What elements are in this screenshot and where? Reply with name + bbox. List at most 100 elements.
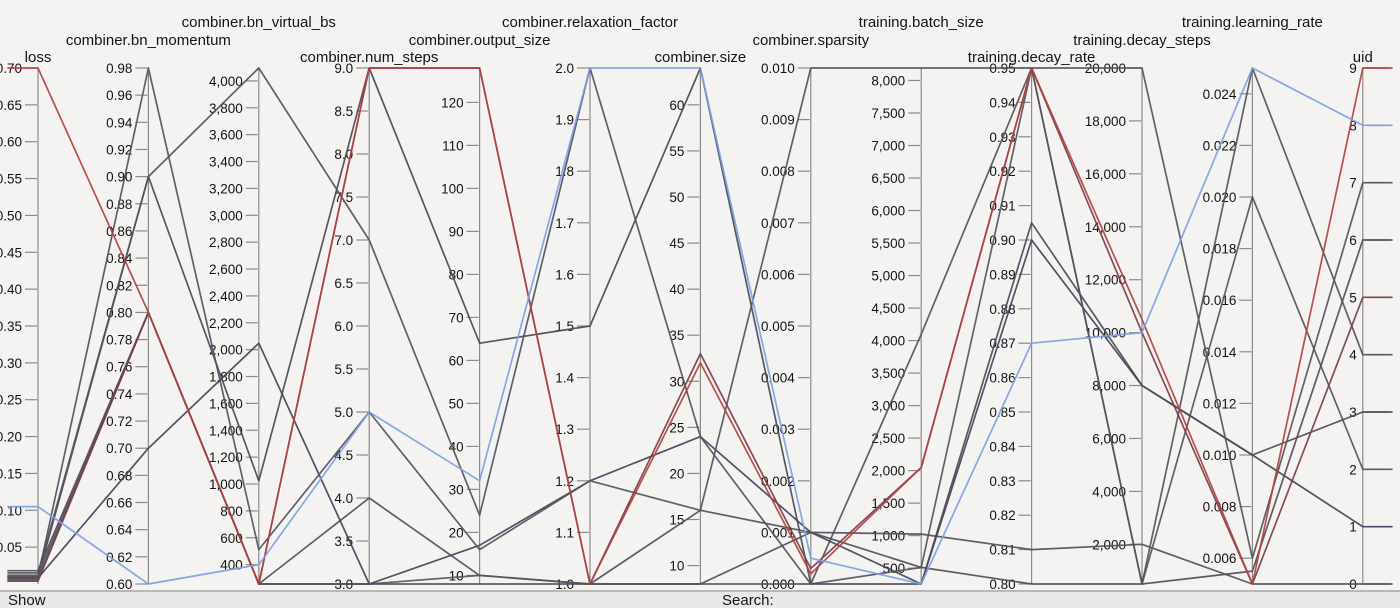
tick-label: 10	[669, 559, 684, 574]
tick-label: 7,500	[871, 106, 905, 121]
tick-label: 60	[449, 353, 464, 368]
search-label[interactable]: Search:	[722, 592, 774, 608]
tick-label: 7,000	[871, 139, 905, 154]
tick-label: 0.020	[1203, 190, 1237, 205]
tick-label: 0.15	[0, 466, 22, 481]
tick-label: 1.4	[555, 371, 574, 386]
tick-label: 0.66	[106, 496, 132, 511]
tick-label: 3	[1349, 405, 1357, 420]
tick-label: 3,600	[209, 128, 243, 143]
tick-label: 0.82	[989, 508, 1015, 523]
tick-label: 0.012	[1203, 396, 1237, 411]
tick-label: 4,000	[209, 74, 243, 89]
tick-label: 30	[449, 482, 464, 497]
axis-title-loss[interactable]: loss	[25, 49, 52, 66]
tick-label: 0.20	[0, 430, 22, 445]
tick-label: 0.40	[0, 282, 22, 297]
tick-label: 1,000	[209, 477, 243, 492]
run-line-uid-8[interactable]	[7, 67, 1393, 585]
axis-decay_rate[interactable]: 0.800.810.820.830.840.850.860.870.880.89…	[968, 49, 1096, 592]
axis-title-batch_size[interactable]: training.batch_size	[859, 14, 984, 31]
tick-label: 0.90	[106, 170, 132, 185]
tick-label: 8	[1349, 118, 1357, 133]
run-line-uid-4[interactable]	[7, 67, 1393, 585]
tick-label: 2,600	[209, 262, 243, 277]
axis-title-bn_momentum[interactable]: combiner.bn_momentum	[66, 32, 231, 49]
tick-label: 0.014	[1203, 345, 1237, 360]
tick-label: 0.016	[1203, 293, 1237, 308]
tick-label: 0.008	[761, 164, 795, 179]
tick-label: 3,000	[871, 399, 905, 414]
tick-label: 2,000	[1092, 537, 1126, 552]
tick-label: 0.006	[761, 267, 795, 282]
tick-label: 0.35	[0, 319, 22, 334]
axis-title-relaxation_factor[interactable]: combiner.relaxation_factor	[502, 14, 678, 31]
tick-label: 0.60	[106, 577, 132, 590]
axis-loss[interactable]: 0.05 0.10 0.15 0.20 0.25 0.30 0.35 0.40 0.45 0.50…	[0, 49, 51, 584]
axis-batch_size[interactable]: 5001,0001,5002,0002,5003,0003,5004,0004,…	[859, 14, 984, 584]
tick-label: 0.55	[0, 172, 22, 187]
tick-label: 0.85	[989, 405, 1015, 420]
axis-sparsity[interactable]: 0.0000.0010.0020.0030.0040.0050.0060.007…	[752, 32, 869, 592]
tick-label: 5,500	[871, 236, 905, 251]
tick-label: 4,000	[871, 334, 905, 349]
axis-bn_momentum[interactable]: 0.600.620.640.660.680.700.720.740.760.78…	[66, 32, 231, 592]
run-line-uid-7[interactable]	[7, 67, 1393, 578]
tick-label: 5	[1349, 290, 1357, 305]
tick-label: 18,000	[1085, 114, 1126, 129]
tick-label: 0.009	[761, 113, 795, 128]
show-label[interactable]: Show	[8, 592, 46, 608]
tick-label: 0.010	[761, 61, 795, 76]
tick-label: 0.006	[1203, 551, 1237, 566]
tick-label: 14,000	[1085, 220, 1126, 235]
plot-canvas[interactable]: 0.05 0.10 0.15 0.20 0.25 0.30 0.35 0.40 0.45 0.50…	[0, 0, 1400, 592]
tick-label: 5.5	[334, 362, 353, 377]
tick-label: 800	[220, 504, 243, 519]
tick-label: 1.2	[555, 474, 574, 489]
footer-bar: Show Search:	[0, 590, 1400, 608]
tick-label: 16,000	[1085, 167, 1126, 182]
tick-label: 7.5	[334, 190, 353, 205]
tick-label: 1,000	[871, 529, 905, 544]
axis-output_size[interactable]: 10 20 30 40 50 60 70 80 90 100 110 120 combiner.outp…	[409, 32, 551, 584]
tick-label: 5.0	[334, 405, 353, 420]
axis-learning_rate[interactable]: 0.0060.0080.0100.0120.0140.0160.0180.020…	[1182, 14, 1323, 584]
tick-label: 2,200	[209, 316, 243, 331]
tick-label: 0.90	[989, 233, 1015, 248]
axis-title-size[interactable]: combiner.size	[655, 49, 747, 66]
axis-title-decay_steps[interactable]: training.decay_steps	[1073, 32, 1211, 49]
tick-label: 0.65	[0, 98, 22, 113]
tick-label: 10	[449, 568, 464, 583]
run-line-uid-9[interactable]	[7, 67, 1393, 585]
tick-label: 4	[1349, 348, 1357, 363]
axis-title-output_size[interactable]: combiner.output_size	[409, 32, 551, 49]
axis-num_steps[interactable]: 3.03.54.04.55.05.56.06.57.07.58.08.59.0c…	[300, 49, 438, 592]
tick-label: 0.007	[761, 216, 795, 231]
tick-label: 25	[669, 420, 684, 435]
tick-label: 500	[883, 561, 906, 576]
axes-layer: 0.05 0.10 0.15 0.20 0.25 0.30 0.35 0.40 0.45 0.50…	[0, 14, 1389, 592]
tick-label: 3,800	[209, 101, 243, 116]
parallel-coordinates-plot[interactable]: 0.05 0.10 0.15 0.20 0.25 0.30 0.35 0.40 0.45 0.50…	[0, 0, 1400, 592]
tick-label: 4.0	[334, 491, 353, 506]
axis-bn_virtual_bs[interactable]: 4006008001,0001,2001,4001,6001,8002,0002…	[182, 14, 336, 584]
axis-title-sparsity[interactable]: combiner.sparsity	[752, 32, 869, 49]
axis-title-learning_rate[interactable]: training.learning_rate	[1182, 14, 1323, 31]
tick-label: 60	[669, 98, 684, 113]
axis-decay_steps[interactable]: 2,0004,0006,0008,00010,00012,00014,00016…	[1073, 32, 1211, 584]
axis-title-uid[interactable]: uid	[1353, 49, 1373, 66]
tick-label: 0.94	[989, 95, 1016, 110]
axis-title-decay_rate[interactable]: training.decay_rate	[968, 49, 1096, 66]
axis-title-num_steps[interactable]: combiner.num_steps	[300, 49, 438, 66]
tick-label: 9.0	[334, 61, 353, 76]
tick-label: 3,400	[209, 155, 243, 170]
tick-label: 0.84	[106, 251, 133, 266]
tick-label: 1,800	[209, 370, 243, 385]
axis-title-bn_virtual_bs[interactable]: combiner.bn_virtual_bs	[182, 14, 336, 31]
tick-label: 1.9	[555, 113, 574, 128]
tick-label: 1.6	[555, 267, 574, 282]
tick-label: 7	[1349, 176, 1357, 191]
axis-relaxation_factor[interactable]: 1.01.11.21.31.41.51.61.71.81.92.0combine…	[502, 14, 678, 592]
